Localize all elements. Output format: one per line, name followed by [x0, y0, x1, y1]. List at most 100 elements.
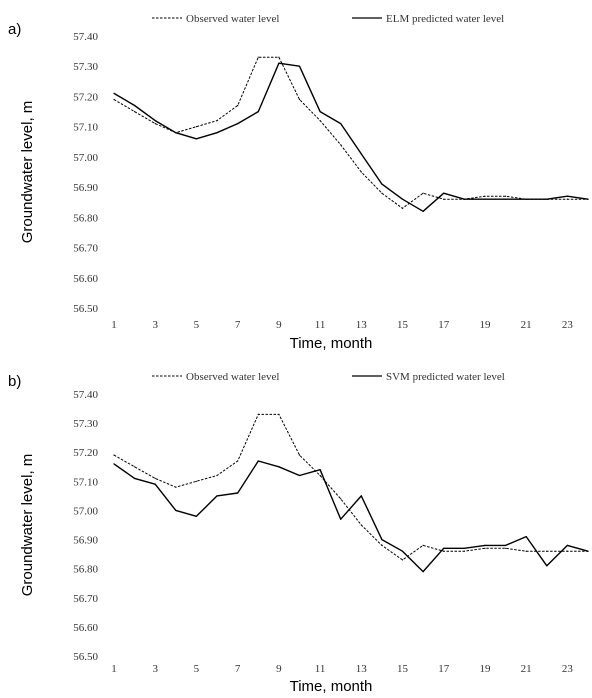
x-tick-label: 7: [235, 663, 241, 675]
y-tick-label: 56.50: [73, 651, 98, 663]
data-point: [401, 198, 404, 200]
data-point: [566, 550, 569, 552]
data-point: [505, 195, 507, 197]
data-point: [443, 550, 445, 552]
y-tick-label: 56.90: [73, 182, 98, 194]
data-point: [443, 198, 445, 200]
data-point: [319, 474, 321, 477]
data-point: [257, 56, 259, 58]
data-point: [360, 171, 362, 173]
data-point: [134, 466, 136, 468]
data-point: [546, 198, 548, 200]
y-tick-label: 57.30: [73, 418, 98, 430]
data-point: [216, 495, 218, 497]
data-point: [381, 192, 383, 194]
data-point: [566, 198, 569, 200]
data-point: [566, 544, 569, 547]
x-tick-label: 5: [194, 663, 200, 675]
data-point: [154, 120, 156, 122]
y-tick-label: 56.70: [73, 243, 98, 255]
chart-panel-1: a) 57.40 57.30 57.20 57.10 57.00 56.90 56.80 56.…: [8, 13, 589, 352]
panel-label: a): [8, 21, 21, 38]
y-tick-label: 56.60: [73, 622, 98, 634]
panel-label: b): [8, 373, 21, 390]
data-point: [422, 544, 424, 547]
data-point: [360, 495, 362, 497]
data-point: [505, 544, 507, 547]
data-point: [381, 539, 383, 541]
data-point: [216, 120, 218, 122]
y-tick-label: 56.80: [73, 212, 98, 224]
data-point: [113, 98, 115, 101]
data-point: [195, 480, 197, 482]
data-point: [237, 123, 239, 125]
series-line-1: [113, 56, 588, 209]
data-point: [278, 413, 280, 415]
data-point: [298, 474, 301, 477]
data-point: [278, 466, 280, 468]
x-tick-label: 11: [315, 663, 326, 675]
data-point: [505, 198, 507, 200]
y-tick-label: 57.00: [73, 505, 98, 517]
x-tick-label: 5: [194, 319, 200, 331]
y-tick-label: 56.80: [73, 564, 98, 576]
x-tick-label: 15: [397, 319, 409, 331]
data-point: [113, 463, 115, 465]
data-point: [195, 138, 197, 140]
data-point: [587, 198, 589, 200]
data-point: [340, 144, 342, 146]
data-point: [175, 132, 177, 134]
data-point: [175, 509, 177, 511]
legend-label-2: SVM predicted water level: [386, 371, 505, 383]
data-point: [484, 547, 486, 549]
data-point: [401, 559, 404, 561]
data-point: [401, 207, 404, 209]
data-point: [360, 524, 362, 526]
x-tick-label: 17: [438, 663, 450, 675]
data-point: [546, 565, 548, 567]
chart-panel-2: b) 57.40 57.30 57.20 57.10 57.00 56.90 56.80 56.…: [8, 371, 589, 695]
x-tick-label: 21: [521, 663, 532, 675]
x-tick-label: 11: [315, 319, 326, 331]
data-point: [401, 550, 404, 552]
data-point: [237, 492, 239, 494]
data-point: [175, 486, 177, 488]
y-axis-label: Groundwater level, m: [19, 454, 36, 597]
data-point: [237, 104, 239, 107]
y-tick-label: 56.70: [73, 593, 98, 605]
data-point: [154, 477, 156, 479]
x-tick-label: 1: [111, 663, 117, 675]
data-point: [340, 123, 342, 125]
legend-label-1: Observed water level: [186, 13, 279, 25]
y-tick-label: 57.40: [73, 31, 98, 43]
series-line-2: [113, 460, 589, 573]
x-axis-label: Time, month: [290, 335, 373, 352]
y-tick-label: 57.10: [73, 122, 98, 134]
x-tick-label: 1: [111, 319, 117, 331]
data-point: [298, 454, 301, 456]
x-tick-label: 13: [356, 663, 368, 675]
data-point: [257, 460, 259, 462]
x-axis-label: Time, month: [290, 678, 373, 695]
data-point: [443, 192, 445, 194]
data-point: [195, 515, 197, 517]
data-point: [546, 550, 548, 552]
data-point: [340, 498, 342, 500]
data-point: [113, 454, 115, 456]
data-point: [298, 98, 301, 101]
data-point: [257, 413, 259, 415]
y-tick-label: 57.10: [73, 476, 98, 488]
y-tick-label: 57.20: [73, 91, 98, 103]
data-point: [525, 550, 527, 552]
x-tick-label: 19: [479, 319, 491, 331]
y-tick-label: 57.30: [73, 61, 98, 73]
x-tick-label: 19: [479, 663, 491, 675]
series-line-1: [113, 413, 588, 561]
data-point: [113, 92, 115, 94]
data-point: [134, 477, 136, 479]
data-point: [381, 183, 383, 185]
y-tick-label: 56.50: [73, 303, 98, 315]
x-tick-label: 17: [438, 319, 450, 331]
x-tick-label: 9: [276, 319, 282, 331]
